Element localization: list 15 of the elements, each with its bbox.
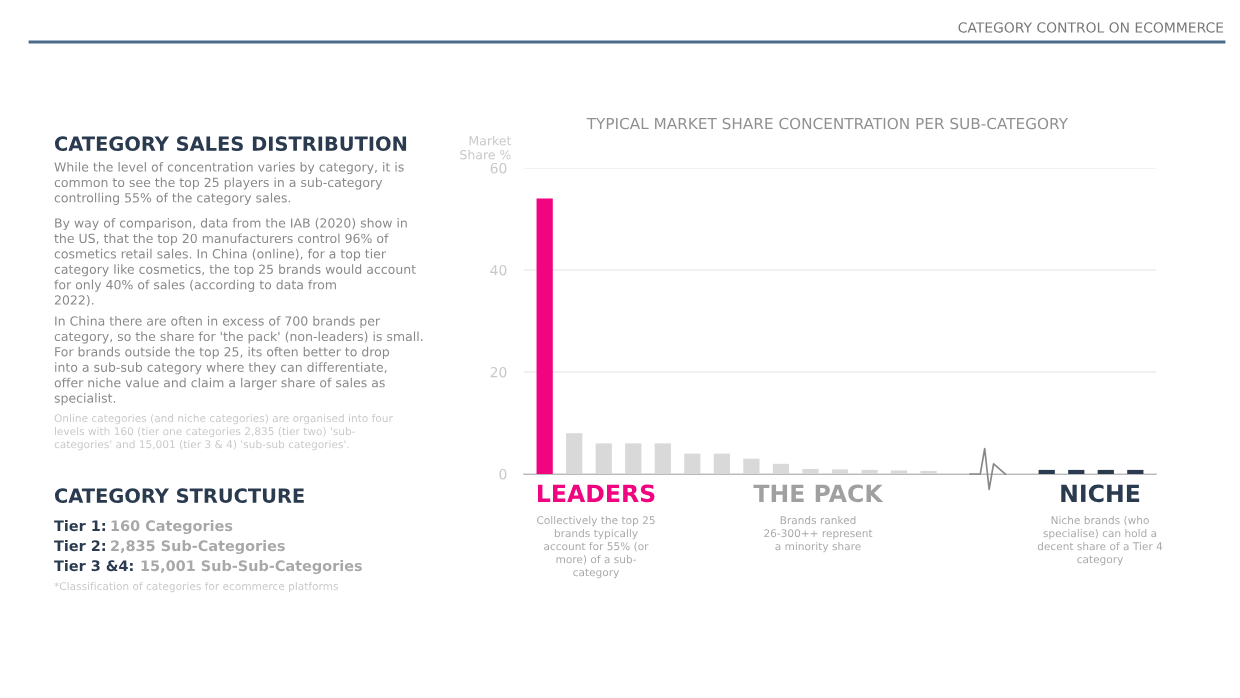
bar (566, 433, 583, 474)
text: CATEGORY STRUCTURE (54, 488, 304, 504)
bar (684, 453, 701, 474)
bar (595, 443, 612, 474)
bar (536, 198, 553, 474)
text: THE PACK (753, 484, 884, 503)
text: CATEGORY SALES DISTRIBUTION (54, 136, 407, 152)
bar (654, 443, 671, 474)
bar (713, 453, 730, 474)
bar (802, 468, 819, 474)
bar (743, 458, 760, 474)
text: LEADERS (537, 484, 655, 503)
bar (772, 463, 790, 474)
bar (625, 443, 642, 474)
text: NICHE (1061, 484, 1140, 503)
